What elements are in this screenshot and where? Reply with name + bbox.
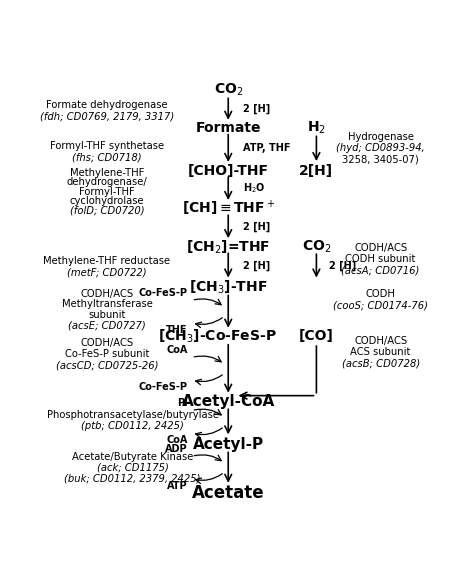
Text: (ack; CD1175): (ack; CD1175) [97,463,169,473]
Text: Acetyl-CoA: Acetyl-CoA [182,394,275,409]
Text: CODH: CODH [366,289,396,299]
Text: CO$_2$: CO$_2$ [302,239,331,255]
Text: CoA: CoA [166,345,188,355]
Text: [CH]$\equiv$THF$^+$: [CH]$\equiv$THF$^+$ [182,199,275,218]
Text: Methylene-THF reductase: Methylene-THF reductase [44,257,171,267]
Text: Methylene-THF: Methylene-THF [70,168,144,178]
Text: (ptb; CD0112, 2425): (ptb; CD0112, 2425) [81,421,184,431]
Text: (acsA; CD0716): (acsA; CD0716) [341,265,420,275]
Text: Hydrogenase: Hydrogenase [348,132,414,141]
Text: ATP, THF: ATP, THF [243,143,291,153]
Text: Acetyl-P: Acetyl-P [192,436,264,452]
Text: [CH$_3$]-Co-FeS-P: [CH$_3$]-Co-FeS-P [158,328,276,345]
Text: Formyl-THF: Formyl-THF [79,187,135,197]
Text: CODH/ACS: CODH/ACS [81,338,134,348]
Text: cyclohydrolase: cyclohydrolase [70,196,144,206]
Text: Methyltransferase: Methyltransferase [62,300,153,310]
Text: Formyl-THF synthetase: Formyl-THF synthetase [50,141,164,151]
Text: H$_2$: H$_2$ [307,120,326,136]
Text: subunit: subunit [88,310,126,320]
Text: (metF; CD0722): (metF; CD0722) [67,268,147,278]
Text: Co-FeS-P: Co-FeS-P [139,288,188,298]
Text: ACS subunit: ACS subunit [350,347,411,357]
Text: (acsCD; CD0725-26): (acsCD; CD0725-26) [56,361,158,371]
Text: Acetate/Butyrate Kinase: Acetate/Butyrate Kinase [72,452,193,462]
Text: Co-FeS-P: Co-FeS-P [139,382,188,392]
Text: 3258, 3405-07): 3258, 3405-07) [342,154,419,164]
Text: (fdh; CD0769, 2179, 3317): (fdh; CD0769, 2179, 3317) [40,112,174,122]
Text: [CH$_2$]=THF: [CH$_2$]=THF [186,238,270,255]
Text: [CO]: [CO] [299,329,334,343]
Text: CODH/ACS: CODH/ACS [354,336,407,346]
Text: (acsE; CD0727): (acsE; CD0727) [68,320,146,330]
Text: CO$_2$: CO$_2$ [214,82,243,98]
Text: ATP: ATP [167,481,188,491]
Text: 2 [H]: 2 [H] [243,260,270,271]
Text: H$_2$O: H$_2$O [243,182,265,196]
Text: (folD; CD0720): (folD; CD0720) [70,205,144,215]
Text: CoA: CoA [166,435,188,445]
Text: [CHO]-THF: [CHO]-THF [188,164,269,178]
Text: Phosphotransacetylase/butyrylase: Phosphotransacetylase/butyrylase [47,410,219,420]
Text: CODH/ACS: CODH/ACS [81,289,134,299]
Text: 2 [H]: 2 [H] [329,261,356,271]
Text: (hyd; CD0893-94,: (hyd; CD0893-94, [337,143,425,153]
Text: [CH$_3$]-THF: [CH$_3$]-THF [189,279,267,296]
Text: (buk; CD0112, 2379, 2425): (buk; CD0112, 2379, 2425) [64,474,201,484]
Text: CODH subunit: CODH subunit [346,254,416,264]
Text: (acsB; CD0728): (acsB; CD0728) [342,359,420,368]
Text: ADP: ADP [165,444,188,454]
Text: Formate: Formate [195,121,261,135]
Text: Formate dehydrogenase: Formate dehydrogenase [46,101,168,111]
Text: 2 [H]: 2 [H] [243,222,270,232]
Text: (fhs; CD0718): (fhs; CD0718) [72,152,142,162]
Text: 2[H]: 2[H] [300,164,333,178]
Text: Co-FeS-P subunit: Co-FeS-P subunit [65,349,149,360]
Text: Pi: Pi [177,399,188,409]
Text: (cooS; CD0174-76): (cooS; CD0174-76) [333,300,428,310]
Text: CODH/ACS: CODH/ACS [354,243,407,253]
Text: THF: THF [166,325,188,335]
Text: 2 [H]: 2 [H] [243,104,270,114]
Text: Acetate: Acetate [192,484,264,502]
Text: dehydrogenase/: dehydrogenase/ [67,178,147,187]
